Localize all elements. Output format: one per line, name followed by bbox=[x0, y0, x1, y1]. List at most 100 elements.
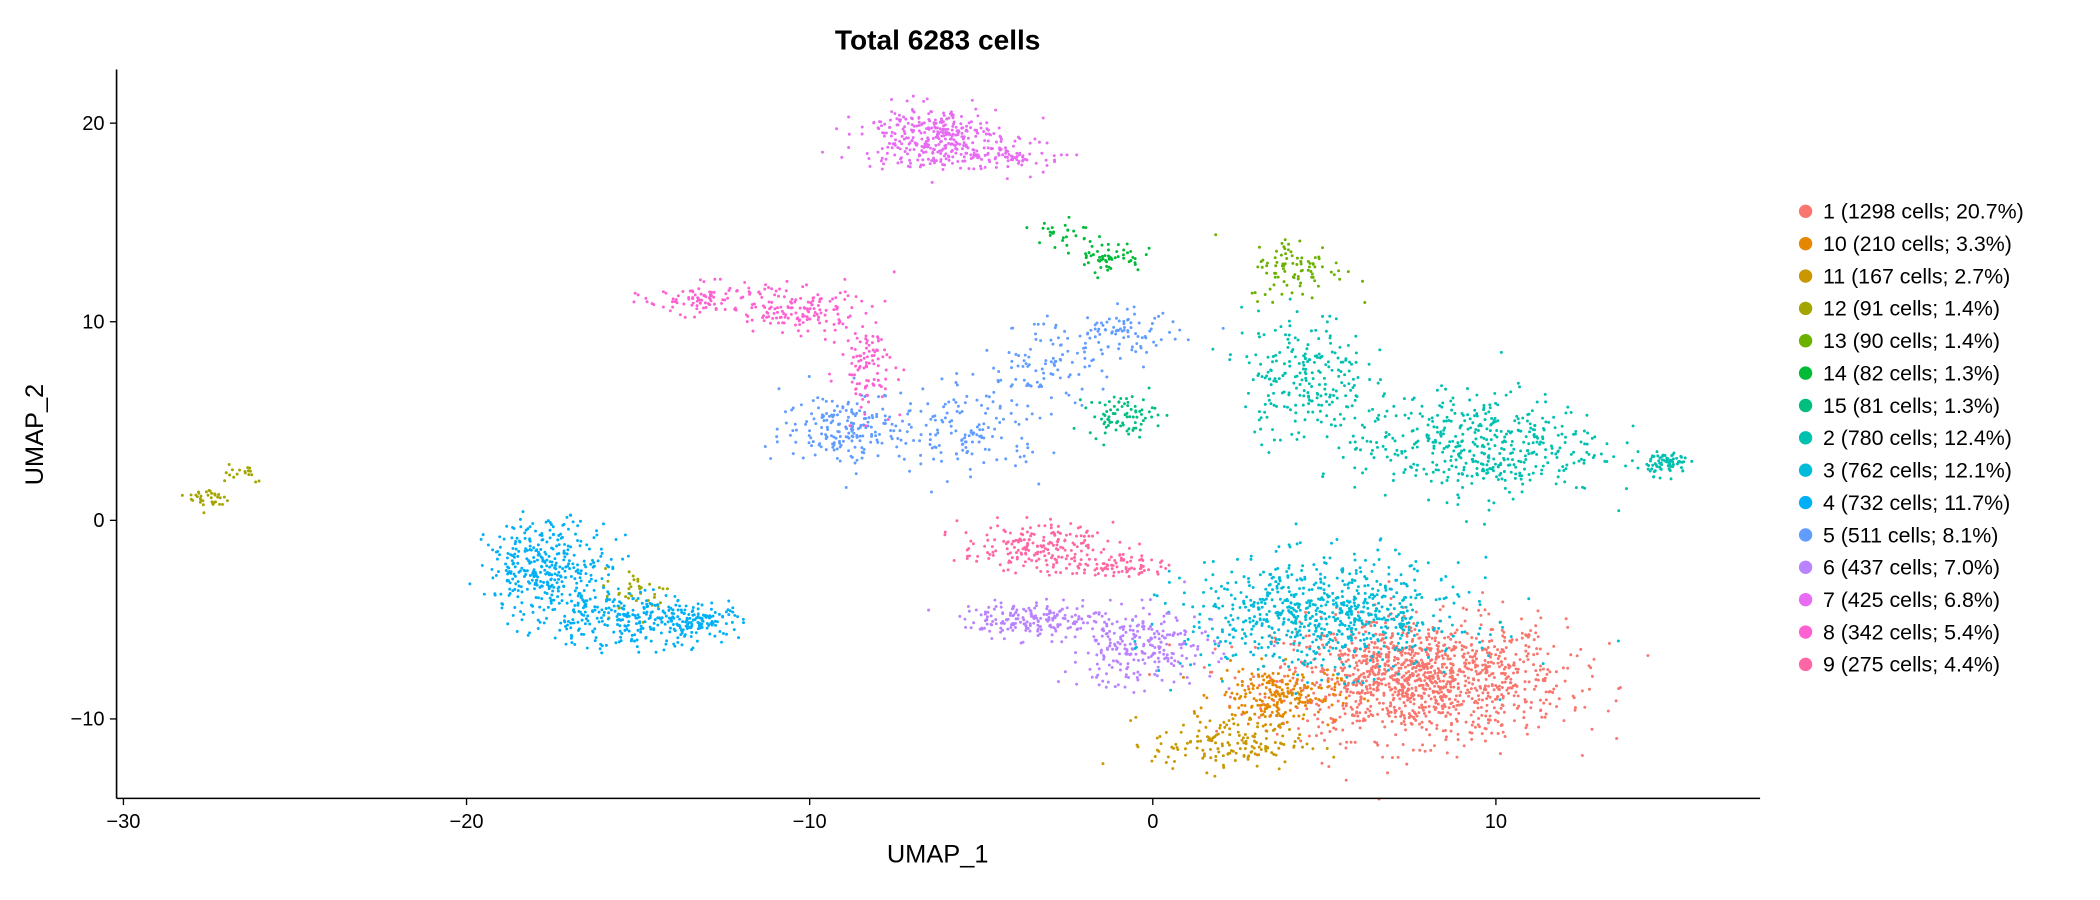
point bbox=[509, 553, 513, 557]
point bbox=[1459, 690, 1463, 694]
point bbox=[1248, 616, 1252, 620]
point bbox=[1133, 642, 1137, 646]
point bbox=[491, 576, 495, 580]
point bbox=[1321, 658, 1325, 662]
point bbox=[1341, 360, 1345, 364]
point bbox=[1181, 723, 1185, 727]
point bbox=[1141, 606, 1145, 610]
point bbox=[1502, 710, 1506, 714]
point bbox=[1532, 663, 1536, 667]
point bbox=[1222, 766, 1226, 769]
point bbox=[1278, 575, 1281, 579]
point bbox=[1436, 671, 1440, 675]
point bbox=[1480, 451, 1484, 455]
point bbox=[564, 575, 567, 579]
point bbox=[1225, 588, 1229, 591]
point bbox=[1404, 728, 1408, 732]
point bbox=[674, 603, 678, 607]
point bbox=[1340, 610, 1344, 614]
point bbox=[1420, 596, 1424, 599]
point bbox=[1367, 714, 1371, 718]
point bbox=[1394, 715, 1398, 719]
point bbox=[1080, 387, 1084, 391]
point bbox=[1422, 691, 1426, 695]
point bbox=[1529, 629, 1533, 633]
point bbox=[1324, 561, 1328, 565]
point bbox=[1227, 633, 1231, 637]
point bbox=[1133, 646, 1137, 650]
point bbox=[1350, 578, 1354, 582]
point bbox=[1257, 642, 1261, 646]
point bbox=[216, 495, 220, 499]
point bbox=[1288, 408, 1292, 412]
point bbox=[1418, 684, 1421, 688]
point bbox=[1273, 692, 1277, 696]
point bbox=[1314, 652, 1318, 656]
point bbox=[1365, 654, 1369, 658]
point bbox=[1426, 423, 1430, 427]
point bbox=[547, 554, 551, 558]
point bbox=[618, 618, 622, 622]
point bbox=[982, 422, 986, 426]
point bbox=[1189, 644, 1193, 648]
point bbox=[1440, 654, 1444, 658]
point bbox=[1460, 440, 1464, 444]
cluster-15-points bbox=[1072, 386, 1169, 447]
point bbox=[1034, 337, 1038, 341]
point bbox=[1469, 643, 1473, 647]
point bbox=[1182, 591, 1186, 595]
point bbox=[1338, 607, 1342, 611]
point bbox=[810, 444, 814, 448]
point bbox=[523, 549, 527, 553]
point bbox=[1276, 275, 1280, 279]
point bbox=[1260, 646, 1264, 650]
point bbox=[1479, 613, 1483, 617]
point bbox=[1472, 453, 1476, 457]
point bbox=[1253, 645, 1257, 649]
point bbox=[1453, 411, 1457, 415]
point bbox=[1125, 415, 1129, 419]
point bbox=[1400, 712, 1404, 716]
chart-title: Total 6283 cells bbox=[835, 24, 1040, 55]
point bbox=[1242, 753, 1246, 757]
point bbox=[1302, 435, 1306, 439]
point bbox=[1289, 635, 1293, 639]
point bbox=[1263, 293, 1267, 296]
point bbox=[532, 546, 536, 550]
point bbox=[1352, 601, 1356, 605]
point bbox=[1330, 677, 1334, 681]
point bbox=[1231, 618, 1235, 622]
point bbox=[553, 636, 557, 640]
point bbox=[1410, 656, 1414, 660]
point bbox=[542, 608, 546, 612]
point bbox=[1334, 646, 1338, 650]
point bbox=[1294, 386, 1298, 390]
point bbox=[1580, 753, 1584, 757]
point bbox=[1320, 597, 1324, 601]
point bbox=[1142, 365, 1145, 369]
point bbox=[1652, 454, 1656, 458]
point bbox=[1252, 675, 1256, 679]
point bbox=[1326, 680, 1330, 684]
point bbox=[1555, 456, 1559, 459]
point bbox=[1350, 612, 1354, 616]
point bbox=[1274, 353, 1278, 357]
point bbox=[869, 425, 873, 429]
point bbox=[1082, 236, 1086, 240]
point bbox=[1296, 277, 1300, 281]
point bbox=[1350, 630, 1354, 634]
point bbox=[1488, 695, 1492, 699]
point bbox=[597, 610, 601, 614]
point bbox=[1377, 609, 1381, 613]
point bbox=[1661, 453, 1665, 457]
cluster-3-points bbox=[1131, 522, 1620, 702]
point bbox=[1448, 657, 1452, 661]
point bbox=[683, 634, 686, 638]
point bbox=[1209, 747, 1212, 751]
point bbox=[609, 557, 613, 561]
point bbox=[1428, 679, 1432, 683]
point bbox=[710, 619, 714, 623]
point bbox=[1319, 580, 1323, 584]
point bbox=[1264, 749, 1268, 753]
point bbox=[607, 611, 611, 615]
